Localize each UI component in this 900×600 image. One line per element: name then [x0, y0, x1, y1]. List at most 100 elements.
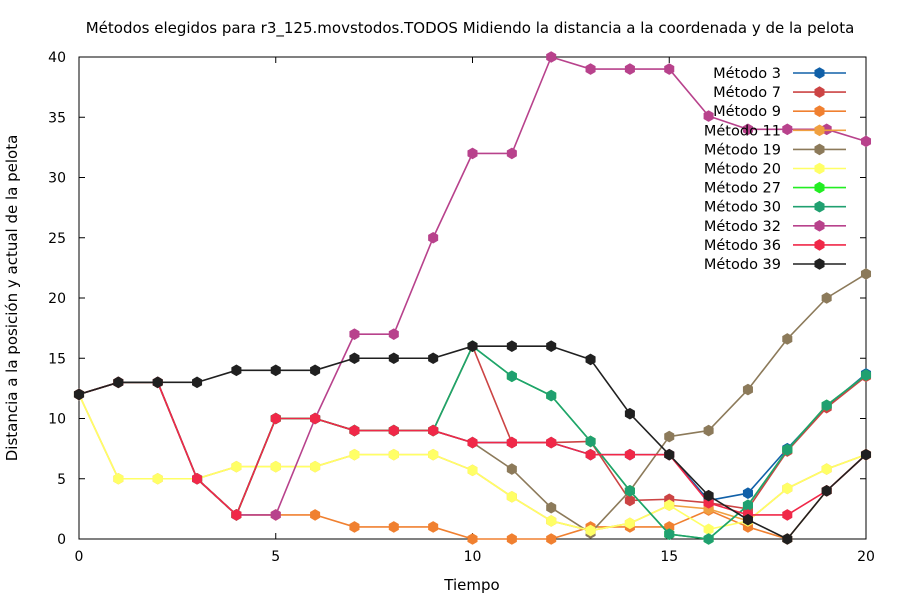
data-point — [860, 369, 872, 381]
data-point — [270, 509, 281, 521]
data-point — [506, 370, 517, 383]
data-point — [664, 528, 675, 540]
legend-label: Método 9 — [713, 104, 781, 120]
data-point — [546, 436, 557, 449]
legend-label: Método 3 — [713, 66, 781, 82]
y-axis-label: Distancia a la posición y actual de la p… — [3, 135, 21, 462]
data-point — [349, 352, 360, 365]
data-point — [231, 509, 242, 521]
data-point — [546, 501, 557, 514]
legend-swatch-marker — [814, 105, 825, 117]
y-tick-label: 35 — [48, 110, 66, 126]
data-point — [624, 517, 635, 530]
data-point — [546, 340, 557, 352]
data-point — [742, 513, 753, 526]
y-tick-label: 25 — [48, 231, 66, 247]
data-point — [742, 383, 753, 396]
x-tick-label: 10 — [464, 549, 482, 565]
y-tick-label: 15 — [48, 351, 66, 367]
data-point — [664, 448, 675, 461]
data-point — [821, 485, 832, 497]
data-point — [821, 463, 832, 475]
data-point — [231, 460, 242, 473]
legend-swatch-marker — [814, 143, 825, 156]
data-point — [703, 489, 714, 502]
data-point — [624, 485, 635, 497]
data-point — [860, 135, 872, 148]
data-point — [428, 448, 439, 461]
data-point — [349, 448, 360, 461]
series-5 — [73, 268, 872, 539]
data-point — [467, 147, 478, 160]
data-point — [585, 448, 596, 461]
data-point — [546, 389, 557, 402]
data-point — [506, 533, 517, 545]
data-point — [624, 494, 635, 507]
y-tick-label: 40 — [48, 50, 66, 66]
y-tick-label: 10 — [48, 412, 66, 428]
data-point — [113, 472, 124, 485]
data-point — [860, 448, 872, 461]
data-point — [782, 482, 793, 495]
y-tick-label: 5 — [57, 472, 66, 488]
legend-swatch-marker — [814, 124, 825, 137]
data-point — [782, 509, 793, 521]
data-point — [349, 521, 360, 533]
data-point — [192, 472, 203, 485]
data-point — [467, 533, 478, 545]
legend-label: Método 11 — [704, 123, 781, 139]
data-point — [585, 353, 596, 366]
x-tick-label: 5 — [271, 549, 280, 565]
data-point — [73, 388, 85, 401]
y-tick-label: 30 — [48, 171, 66, 187]
legend-swatch-marker — [814, 162, 825, 175]
data-point — [467, 340, 478, 352]
data-point — [821, 399, 832, 412]
data-point — [388, 448, 399, 461]
legend-label: Método 19 — [704, 142, 781, 158]
data-point — [624, 63, 635, 75]
data-point — [388, 328, 399, 340]
series-9 — [73, 51, 872, 521]
legend: Método 3 Método 7 Método 9 Método 11 Método … — [704, 66, 846, 273]
data-point — [782, 444, 793, 456]
data-point — [506, 147, 517, 160]
data-point — [703, 110, 714, 122]
data-point — [152, 376, 163, 389]
data-point — [546, 515, 557, 527]
data-point — [546, 533, 557, 545]
data-point — [467, 436, 478, 449]
data-point — [231, 364, 242, 377]
series-6 — [73, 388, 872, 537]
x-axis-label: Tiempo — [443, 576, 499, 594]
data-point — [506, 340, 517, 352]
data-point — [310, 460, 321, 473]
legend-label: Método 7 — [713, 85, 781, 101]
data-point — [624, 448, 635, 461]
data-point — [782, 123, 793, 136]
data-point — [703, 533, 714, 545]
legend-label: Método 27 — [704, 181, 781, 197]
data-point — [585, 435, 596, 448]
data-point — [270, 364, 281, 377]
legend-swatch-marker — [814, 86, 825, 98]
y-tick-label: 0 — [57, 532, 66, 548]
legend-label: Método 36 — [704, 238, 781, 254]
data-point — [428, 231, 439, 244]
data-point — [152, 472, 163, 485]
legend-label: Método 20 — [704, 162, 781, 178]
x-tick-label: 15 — [660, 549, 678, 565]
series-11 — [73, 340, 872, 545]
y-tick-label: 20 — [48, 291, 66, 307]
legend-label: Método 30 — [704, 200, 781, 216]
axis-ticks: 0 5 10 15 20 0 5 10 15 20 25 30 35 40 — [48, 50, 875, 565]
data-point — [310, 509, 321, 521]
data-point — [428, 352, 439, 365]
data-point — [742, 487, 753, 500]
data-point — [664, 430, 675, 443]
data-point — [585, 524, 596, 537]
data-point — [349, 328, 360, 340]
data-point — [270, 460, 281, 473]
data-point — [349, 424, 360, 437]
data-point — [664, 499, 675, 512]
